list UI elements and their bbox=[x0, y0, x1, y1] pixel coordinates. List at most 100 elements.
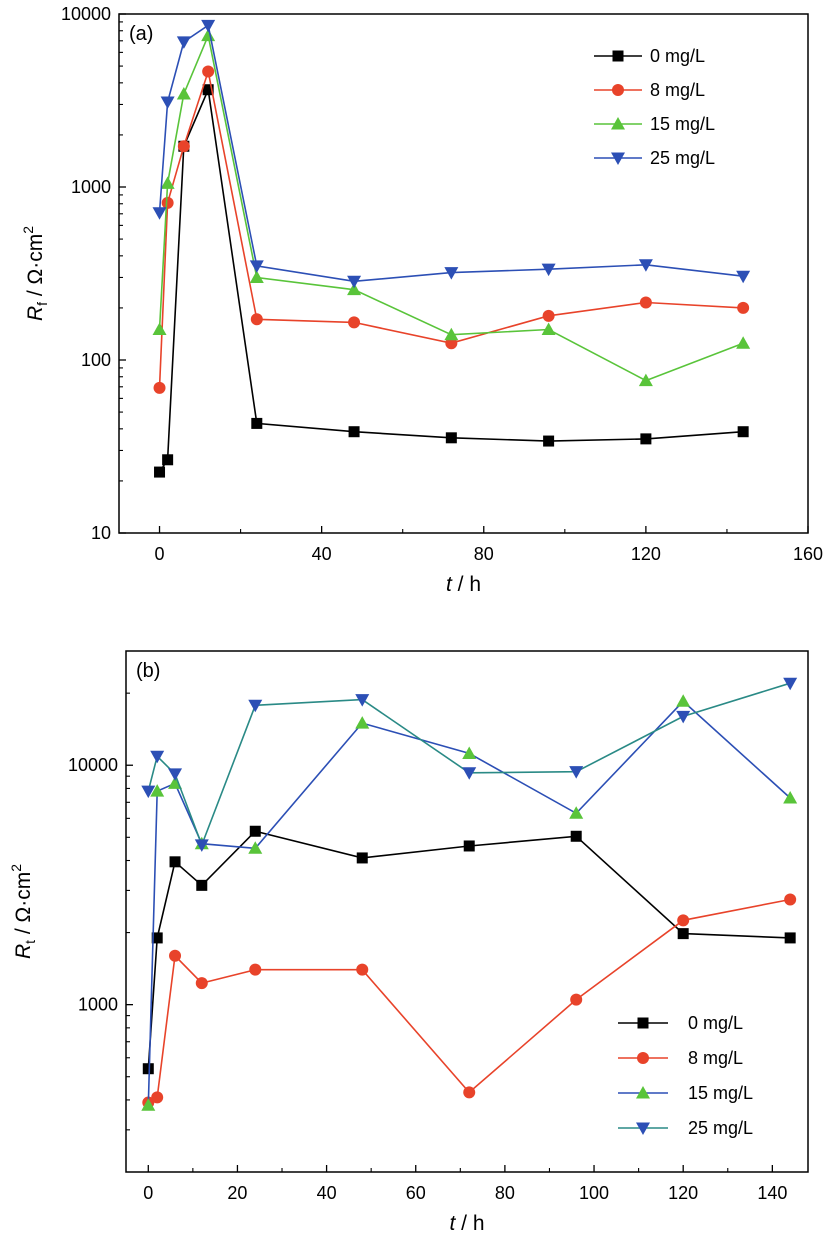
panel-b-x-tick-label: 20 bbox=[227, 1183, 247, 1203]
panel-b-legend-label: 0 mg/L bbox=[688, 1013, 743, 1033]
panel-a-legend-label: 25 mg/L bbox=[650, 148, 715, 168]
panel-a-series-15-mgL-point bbox=[176, 86, 191, 100]
panel-a-series-0-mgL-point bbox=[640, 433, 652, 445]
panel-b-legend-label: 8 mg/L bbox=[688, 1048, 743, 1068]
panel-a-series-0-mgL-point bbox=[543, 435, 555, 447]
panel-b-series-0-mgL-point bbox=[142, 1063, 154, 1075]
panel-a-x-tick-label: 80 bbox=[474, 544, 494, 564]
panel-b-series-8-mgL-point bbox=[677, 914, 690, 927]
panel-b-series-25-mgL-point bbox=[150, 750, 165, 764]
panel-a-y-tick-label: 10000 bbox=[61, 4, 111, 24]
panel-a: 0 40 80 120 160 10 100 1000 10000 t / h Rf / Ω·cm2… bbox=[20, 4, 823, 596]
panel-a-legend-label: 8 mg/L bbox=[650, 80, 705, 100]
panel-b-series-8-mgL-point bbox=[356, 963, 369, 976]
panel-a-legend-label: 0 mg/L bbox=[650, 46, 705, 66]
panel-b-series-25-mgL-point bbox=[462, 767, 477, 780]
panel-b-series-25-mgL-point bbox=[194, 839, 209, 852]
panel-a-legend-label: 15 mg/L bbox=[650, 114, 715, 134]
panel-b-x-axis-title: t / h bbox=[449, 1212, 484, 1235]
panel-b-plot-frame bbox=[125, 650, 809, 1173]
panel-a-series-25-mgL-point bbox=[249, 260, 264, 273]
panel-a-y-tick-label: 100 bbox=[81, 350, 111, 370]
panel-b-series-25-mgL-point bbox=[248, 699, 263, 713]
panel-a-series-8-mgL-point bbox=[161, 196, 174, 209]
panel-a-series-8-mgL-point bbox=[639, 296, 652, 309]
panel-b-series-15-mgL bbox=[141, 694, 798, 1111]
panel-a-series-0-mgL-line bbox=[158, 86, 744, 473]
panel-b-series-15-mgL-point bbox=[783, 790, 798, 804]
panel-b-series-15-mgL-point bbox=[168, 776, 183, 789]
panel-b-series-0-mgL-point bbox=[677, 928, 689, 940]
panel-b-x-tick-label: 100 bbox=[579, 1183, 609, 1203]
panel-b-series-25-mgL bbox=[141, 677, 798, 852]
panel-a-series-15-mgL-point bbox=[541, 322, 556, 336]
panel-b-x-tick-label: 0 bbox=[143, 1183, 153, 1203]
panel-b-legend-label: 25 mg/L bbox=[688, 1118, 753, 1138]
panel-b-series-15-mgL-point bbox=[248, 841, 263, 854]
panel-b-series-8-mgL-point bbox=[784, 893, 797, 906]
panel-a-series-8-mgL-point bbox=[250, 313, 263, 326]
panel-a-x-tick-label: 0 bbox=[155, 544, 165, 564]
panel-a-y-axis-title: Rf / Ω·cm2 bbox=[20, 226, 50, 321]
panel-b-legend-marker bbox=[636, 1122, 650, 1135]
panel-b-x-tick-label: 80 bbox=[495, 1183, 515, 1203]
panel-a-series-25-mgL-point bbox=[152, 207, 167, 220]
panel-b-series-8-mgL-point bbox=[249, 963, 262, 976]
panel-b-legend-marker bbox=[637, 1052, 649, 1064]
panel-b-series-0-mgL-point bbox=[463, 840, 475, 852]
panel-b-series-15-mgL-point bbox=[462, 746, 477, 759]
panel-a-series-15-mgL-point bbox=[201, 28, 216, 42]
panel-a-series-8-mgL-point bbox=[737, 301, 750, 314]
panel-a-series-25-mgL-line bbox=[158, 23, 744, 283]
panel-b-legend-marker bbox=[637, 1017, 649, 1029]
panel-b-series-25-mgL-line bbox=[147, 682, 791, 848]
panel-a-series-8-mgL bbox=[153, 65, 750, 394]
panel-a-series-8-mgL-point bbox=[202, 65, 215, 78]
panel-b-series-25-mgL-point bbox=[569, 766, 584, 779]
panel-a-series-0-mgL-point bbox=[251, 417, 263, 429]
panel-a-series-25-mgL-point bbox=[541, 263, 556, 277]
panel-a-series-15-mgL bbox=[152, 28, 751, 387]
panel-a-series-0-mgL-point bbox=[202, 84, 214, 96]
panel-a-series-0-mgL-point bbox=[348, 426, 360, 438]
panel-b-series-0-mgL-point bbox=[570, 830, 582, 842]
panel-b-series-15-mgL-point bbox=[569, 806, 584, 819]
panel-a-series-25-mgL-point bbox=[347, 275, 362, 289]
panel-b-x-tick-label: 140 bbox=[757, 1183, 787, 1203]
panel-a-series-25-mgL bbox=[152, 19, 751, 289]
panel-a-series-25-mgL-point bbox=[160, 96, 175, 109]
panel-a-series-15-mgL-point bbox=[444, 327, 459, 341]
panel-b-panel-label: (b) bbox=[136, 660, 160, 682]
panel-a-series-15-mgL-point bbox=[160, 176, 175, 189]
panel-b-series-15-mgL-point bbox=[141, 1098, 156, 1111]
panel-b-legend-marker bbox=[636, 1086, 650, 1099]
panel-b-series-25-mgL-point bbox=[168, 768, 183, 781]
panel-b-legend-label: 15 mg/L bbox=[688, 1083, 753, 1103]
panel-a-series-15-mgL-point bbox=[152, 322, 167, 336]
panel-a-series-15-mgL-point bbox=[736, 336, 751, 349]
panel-b-series-0-mgL-line bbox=[147, 830, 791, 1069]
panel-a-legend: 0 mg/L 8 mg/L 15 mg/L 25 mg/L bbox=[594, 46, 715, 168]
panel-a-series-8-mgL-point bbox=[348, 316, 361, 329]
panel-a-series-0-mgL-point bbox=[737, 426, 749, 438]
panel-b-y-tick-label: 10000 bbox=[68, 755, 118, 775]
panel-a-series-25-mgL-point bbox=[638, 259, 653, 272]
panel-b-series-15-mgL-line bbox=[147, 700, 791, 1106]
panel-a-x-tick-label: 40 bbox=[312, 544, 332, 564]
panel-a-y-tick-label: 1000 bbox=[71, 177, 111, 197]
panel-a-series-8-mgL-point bbox=[153, 381, 166, 394]
panel-a-plot-frame bbox=[118, 13, 809, 534]
panel-b: 0 20 40 60 80 100 120 140 1000 10000 t / h Rt / Ω·c… bbox=[8, 650, 809, 1235]
panel-a-series-15-mgL-point bbox=[347, 282, 362, 296]
panel-b-legend: 0 mg/L 8 mg/L 15 mg/L 25 mg/L bbox=[618, 1013, 753, 1138]
panel-b-series-0-mgL bbox=[142, 825, 796, 1075]
panel-a-series-25-mgL-point bbox=[444, 267, 459, 280]
panel-b-series-15-mgL-point bbox=[676, 694, 691, 707]
panel-b-series-8-mgL-point bbox=[151, 1091, 164, 1104]
panel-b-series-25-mgL-point bbox=[355, 694, 370, 707]
panel-a-series-25-mgL-point bbox=[176, 36, 191, 49]
panel-a-panel-label: (a) bbox=[129, 23, 153, 45]
panel-a-x-tick-label: 160 bbox=[793, 544, 823, 564]
panel-b-series-8-mgL-point bbox=[169, 949, 182, 962]
